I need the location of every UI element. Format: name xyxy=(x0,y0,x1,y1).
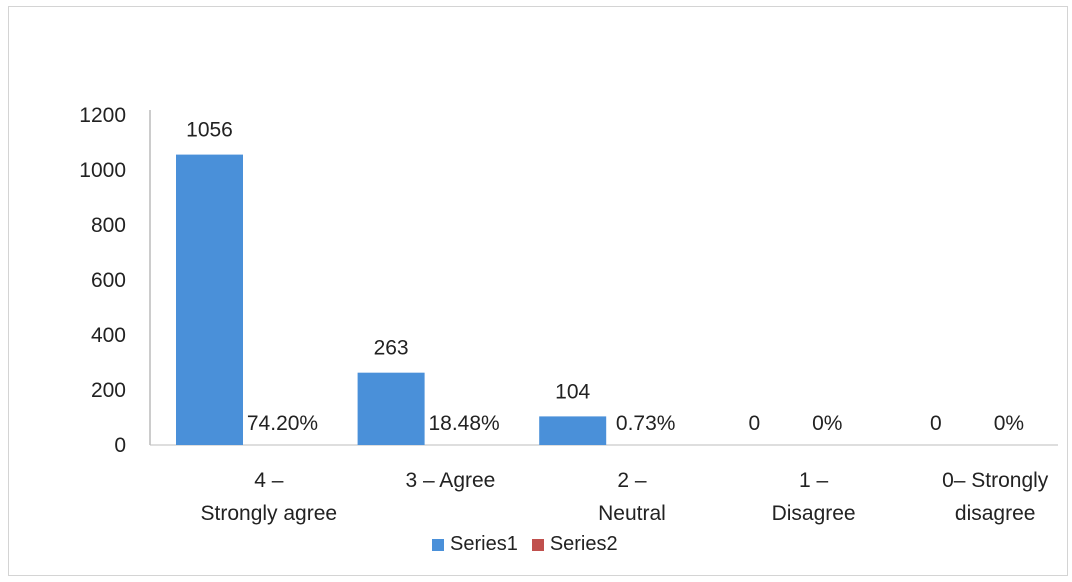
y-tick-label-6: 1200 xyxy=(79,104,126,127)
legend-swatch-series1 xyxy=(432,538,444,551)
x-category-label-3-line-0: 1 – xyxy=(799,469,829,492)
x-category-label-4-line-0: 0– Strongly xyxy=(942,469,1049,492)
data-label-series1-4: 0 xyxy=(930,412,942,435)
data-label-series2-3: 0% xyxy=(812,412,842,435)
y-tick-label-3: 600 xyxy=(91,269,126,292)
legend-label-series2: Series2 xyxy=(549,533,618,555)
y-tick-label-2: 400 xyxy=(91,324,126,347)
x-category-label-0-line-1: Strongly agree xyxy=(201,502,338,525)
legend-swatch-series2 xyxy=(531,538,544,551)
data-label-series1-0: 1056 xyxy=(186,119,233,142)
x-category-label-2-line-0: 2 – xyxy=(617,469,647,492)
y-tick-label-4: 800 xyxy=(91,214,126,237)
bar-series1-1 xyxy=(357,372,425,445)
data-label-series1-2: 104 xyxy=(555,380,590,403)
data-label-series2-0: 74.20% xyxy=(247,412,318,435)
x-category-label-2-line-1: Neutral xyxy=(598,502,666,525)
bar-series1-0 xyxy=(176,154,243,445)
chart-frame xyxy=(8,6,1068,576)
data-label-series1-3: 0 xyxy=(748,412,760,435)
legend-label-series1: Series1 xyxy=(450,533,518,555)
x-category-label-4-line-1: disagree xyxy=(955,502,1036,525)
legend-item-series1: Series1 xyxy=(432,533,518,556)
x-category-label-3-line-1: Disagree xyxy=(772,502,856,525)
y-tick-label-5: 1000 xyxy=(79,159,126,182)
legend-item-series2: Series2 xyxy=(531,533,618,556)
bar-series1-2 xyxy=(539,416,607,445)
y-tick-label-0: 0 xyxy=(114,434,126,457)
data-label-series1-1: 263 xyxy=(374,337,409,360)
data-label-series2-4: 0% xyxy=(994,412,1024,435)
data-label-series2-1: 18.48% xyxy=(428,412,499,435)
x-category-label-1-line-0: 3 – Agree xyxy=(405,469,495,492)
x-category-label-0-line-0: 4 – xyxy=(254,469,284,492)
y-tick-label-1: 200 xyxy=(91,379,126,402)
legend: Series1 Series2 xyxy=(432,533,618,556)
data-label-series2-2: 0.73% xyxy=(616,412,676,435)
